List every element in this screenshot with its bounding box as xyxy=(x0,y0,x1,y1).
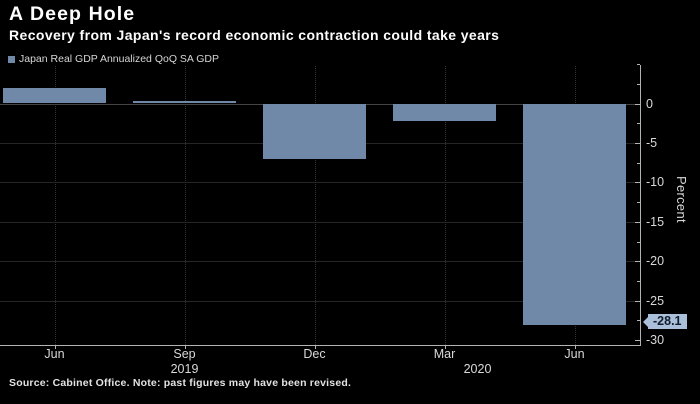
x-tick-label: Mar xyxy=(433,347,456,361)
x-tick-label: Sep xyxy=(173,347,196,361)
x-tick-label: Jun xyxy=(44,347,65,361)
y-minor-tick xyxy=(637,83,640,85)
chart-title: A Deep Hole xyxy=(9,3,136,25)
y-major-tick xyxy=(635,142,640,144)
x-tick xyxy=(184,346,186,349)
y-major-tick xyxy=(635,103,640,105)
bar-jun-0 xyxy=(3,87,106,104)
legend: Japan Real GDP Annualized QoQ SA GDP xyxy=(8,53,219,65)
x-year-label: 2019 xyxy=(170,362,199,376)
y-major-tick xyxy=(635,340,640,341)
h-gridline xyxy=(0,182,641,184)
x-tick xyxy=(314,346,316,349)
v-gridline xyxy=(54,66,56,345)
y-minor-tick xyxy=(637,280,640,282)
y-minor-tick xyxy=(637,320,640,322)
x-tick xyxy=(444,346,446,349)
v-gridline xyxy=(314,66,316,345)
y-axis-title: Percent xyxy=(674,176,689,223)
v-gridline xyxy=(444,66,446,345)
h-gridline xyxy=(0,261,641,263)
h-gridline xyxy=(0,300,641,302)
y-tick-label: -25 xyxy=(646,293,665,308)
bar-sep-1 xyxy=(133,101,236,104)
y-tick-label: -5 xyxy=(646,135,658,150)
y-minor-tick xyxy=(637,123,640,125)
y-minor-tick xyxy=(637,202,640,203)
x-axis-line xyxy=(0,345,641,346)
value-label-badge: -28.1 xyxy=(648,314,687,329)
y-minor-tick xyxy=(637,241,640,243)
bar-mar-3 xyxy=(393,103,496,121)
x-tick xyxy=(54,346,56,349)
x-tick xyxy=(574,346,576,349)
y-major-tick xyxy=(635,182,640,184)
x-year-label: 2020 xyxy=(463,362,492,376)
legend-label: Japan Real GDP Annualized QoQ SA GDP xyxy=(19,53,220,65)
y-axis-line xyxy=(640,65,641,345)
bar-jun-4 xyxy=(523,103,626,325)
y-tick-label: -10 xyxy=(646,175,665,190)
y-major-tick xyxy=(635,221,640,223)
legend-swatch-icon xyxy=(8,55,15,63)
y-minor-tick xyxy=(637,64,640,66)
chart-subtitle: Recovery from Japan's record economic co… xyxy=(9,27,500,43)
y-tick-label: -30 xyxy=(646,333,665,347)
source-note: Source: Cabinet Office. Note: past figur… xyxy=(9,377,352,389)
y-tick-label: 0 xyxy=(646,96,653,111)
h-gridline xyxy=(0,221,641,223)
y-major-tick xyxy=(635,261,640,263)
x-tick-label: Jun xyxy=(564,347,585,361)
y-tick-label: -15 xyxy=(646,214,665,229)
x-tick-label: Dec xyxy=(303,347,326,361)
y-minor-tick xyxy=(637,162,640,164)
y-tick-label: -20 xyxy=(646,254,665,269)
v-gridline xyxy=(184,66,186,345)
bar-dec-2 xyxy=(263,103,366,159)
y-major-tick xyxy=(635,300,640,302)
